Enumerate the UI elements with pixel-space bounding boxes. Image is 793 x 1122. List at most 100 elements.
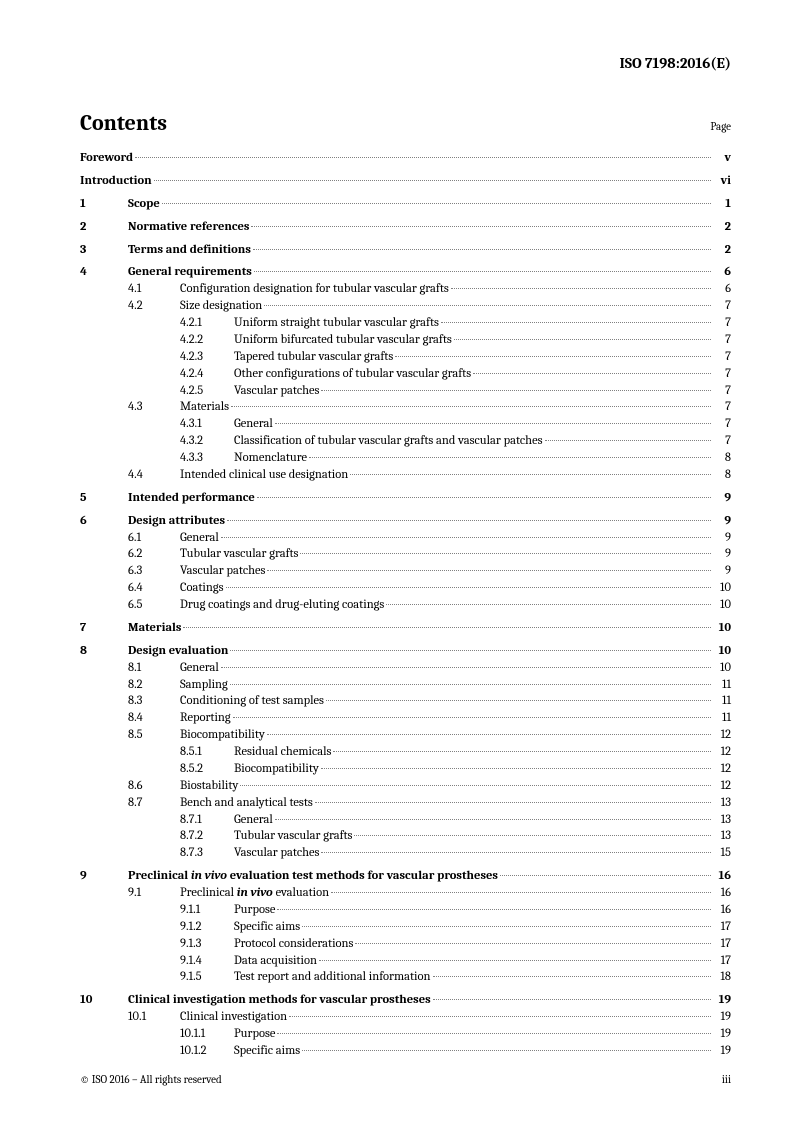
toc-leader: [275, 819, 711, 820]
toc-title: Terms and definitions: [128, 242, 251, 259]
toc-title: Design attributes: [128, 513, 225, 530]
toc-leader: [162, 203, 711, 204]
toc-row: 4.3.3Nomenclature8: [80, 450, 731, 467]
toc-title: Reporting: [180, 710, 231, 727]
toc-title: Residual chemicals: [234, 744, 331, 761]
toc-title: General: [234, 812, 273, 829]
toc-page: 7: [713, 383, 731, 400]
toc-leader: [302, 1050, 711, 1051]
toc-number: 8.5.1: [180, 744, 234, 761]
toc-page: 16: [713, 868, 731, 885]
toc-row: 10Clinical investigation methods for vas…: [80, 992, 731, 1009]
toc-page: 10: [713, 643, 731, 660]
toc-title: General: [234, 416, 273, 433]
footer: © ISO 2016 – All rights reserved iii: [80, 1073, 731, 1086]
toc-leader: [500, 875, 711, 876]
toc-title: Bench and analytical tests: [180, 795, 313, 812]
toc-page: 11: [713, 677, 731, 694]
toc-row: Introduction vi: [80, 173, 731, 190]
toc-number: 4.3.1: [180, 416, 234, 433]
toc-row: 4.3.1General7: [80, 416, 731, 433]
toc-number: 9: [80, 868, 128, 885]
toc-leader: [333, 751, 711, 752]
toc-title: Coatings: [180, 580, 224, 597]
toc-page: 9: [713, 490, 731, 507]
toc-title: Introduction: [80, 173, 152, 190]
toc-page: 7: [713, 399, 731, 416]
toc-row: 10.1.1Purpose19: [80, 1026, 731, 1043]
toc-row: 8.5Biocompatibility12: [80, 727, 731, 744]
toc-row: 3Terms and definitions2: [80, 242, 731, 259]
toc-number: 4.2.4: [180, 366, 234, 383]
toc-row: 7Materials10: [80, 620, 731, 637]
toc-page: 6: [713, 264, 731, 281]
page: ISO 7198:2016(E) Contents Page Forewordv…: [0, 0, 793, 1122]
toc-page: 7: [713, 349, 731, 366]
toc-number: 6: [80, 513, 128, 530]
toc-title: Materials: [128, 620, 181, 637]
toc-number: 9.1.4: [180, 953, 234, 970]
toc-number: 4.1: [128, 281, 180, 298]
contents-title: Contents: [80, 110, 167, 136]
toc-row: 4.1Configuration designation for tubular…: [80, 281, 731, 298]
toc-page: 7: [713, 315, 731, 332]
toc-row: 8.7Bench and analytical tests13: [80, 795, 731, 812]
toc-leader: [277, 909, 711, 910]
toc-leader: [309, 457, 711, 458]
toc-title: Drug coatings and drug-eluting coatings: [180, 597, 384, 614]
toc-number: 8.7: [128, 795, 180, 812]
toc-page: vi: [713, 173, 731, 190]
toc-leader: [433, 976, 712, 977]
toc-leader: [275, 423, 711, 424]
toc-row: 9.1.1Purpose16: [80, 902, 731, 919]
toc-page: 10: [713, 620, 731, 637]
toc-number: 4.3.3: [180, 450, 234, 467]
toc-leader: [302, 926, 711, 927]
toc-leader: [257, 497, 711, 498]
toc-leader: [226, 587, 711, 588]
toc-title: Data acquisition: [234, 953, 317, 970]
toc-title: Classification of tubular vascular graft…: [234, 433, 543, 450]
toc-number: 8.7.1: [180, 812, 234, 829]
toc-page: 6: [713, 281, 731, 298]
toc-leader: [321, 852, 711, 853]
toc-row: 4.2Size designation7: [80, 298, 731, 315]
toc-page: 12: [713, 727, 731, 744]
toc-number: 6.1: [128, 530, 180, 547]
toc-number: 8.6: [128, 778, 180, 795]
toc-page: 18: [713, 969, 731, 986]
toc-leader: [251, 226, 711, 227]
toc-leader: [227, 520, 711, 521]
toc-page: 11: [713, 693, 731, 710]
toc-page: 17: [713, 919, 731, 936]
toc-number: 4.3: [128, 399, 180, 416]
toc-number: 8.4: [128, 710, 180, 727]
toc-title: Biocompatibility: [234, 761, 319, 778]
toc-title: Uniform straight tubular vascular grafts: [234, 315, 439, 332]
toc-row: 8.7.2Tubular vascular grafts13: [80, 828, 731, 845]
toc-page: 19: [713, 1026, 731, 1043]
toc-leader: [183, 627, 711, 628]
toc-title: Specific aims: [234, 919, 300, 936]
toc-page: 13: [713, 812, 731, 829]
toc-number: 4.3.2: [180, 433, 234, 450]
toc-page: 7: [713, 298, 731, 315]
toc-leader: [319, 960, 711, 961]
toc-leader: [264, 305, 711, 306]
toc-page: 10: [713, 597, 731, 614]
toc-leader: [326, 700, 711, 701]
toc-title: Test report and additional information: [234, 969, 431, 986]
toc-title: Biostability: [180, 778, 238, 795]
toc-number: 10.1.2: [180, 1043, 234, 1060]
toc-leader: [354, 835, 711, 836]
toc-leader: [289, 1016, 711, 1017]
toc-number: 6.2: [128, 546, 180, 563]
toc-number: 6.5: [128, 597, 180, 614]
toc-number: 8.1: [128, 660, 180, 677]
toc-number: 8.7.2: [180, 828, 234, 845]
toc-page: 19: [713, 1043, 731, 1060]
doc-id: ISO 7198:2016(E): [620, 54, 731, 72]
toc-row: 6.3Vascular patches9: [80, 563, 731, 580]
toc-title: Preclinical in vivo evaluation test meth…: [128, 868, 498, 885]
toc-row: 8.4Reporting11: [80, 710, 731, 727]
